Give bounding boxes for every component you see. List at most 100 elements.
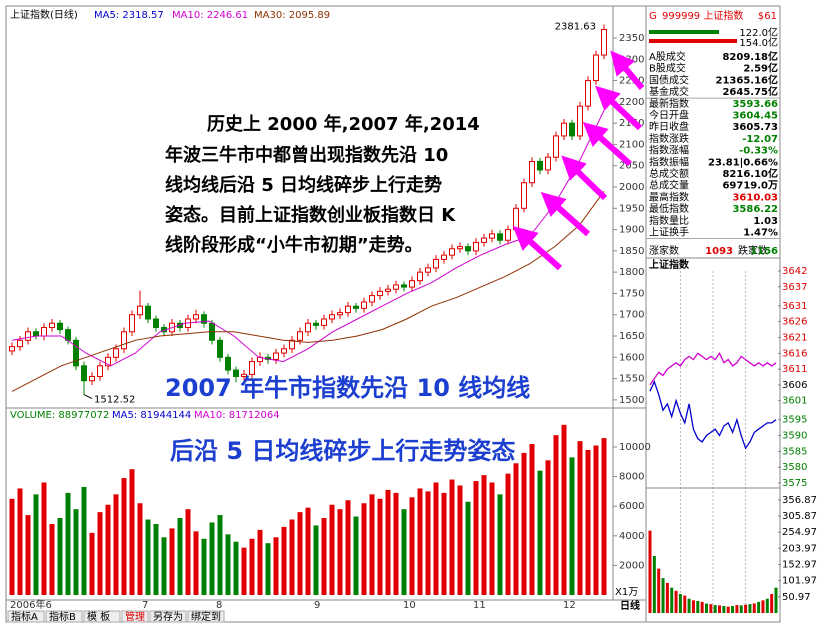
y-tick-label: 3631 [782, 301, 807, 312]
volume-bar [313, 525, 319, 595]
volume-bar [209, 522, 215, 595]
volume-bar [25, 515, 31, 595]
ma10-line [11, 110, 605, 367]
intraday-volume-bar [757, 601, 761, 613]
candle-body [553, 135, 559, 158]
y-tick-label: 50.97 [782, 592, 811, 603]
quote-value: 3604.45 [732, 111, 778, 122]
intraday-volume-bar [722, 606, 726, 613]
y-tick-label: 356.87 [782, 495, 817, 506]
candle-body [529, 160, 535, 184]
y-tick-label: 254.97 [782, 527, 817, 538]
candle-body [569, 122, 575, 137]
volume-bar [529, 444, 535, 595]
volume-bar [353, 516, 359, 595]
tab-label[interactable]: 管理 [125, 610, 145, 623]
price-line [649, 379, 777, 450]
candle-body [17, 339, 23, 348]
volume-bar [65, 492, 71, 595]
candle-body [89, 375, 95, 382]
candle-body [217, 339, 223, 358]
y-tick-label: 3621 [782, 332, 807, 343]
candle-body [25, 331, 31, 341]
volume-bar [153, 523, 159, 595]
volume-bar [161, 537, 167, 595]
candle-body [137, 305, 143, 316]
arrow [595, 85, 643, 131]
quote-value: 1.03 [753, 216, 778, 227]
ma10-label: MA10: 2246.61 [172, 10, 248, 21]
y-tick-label: 152.97 [782, 560, 817, 571]
volume-bar [521, 452, 527, 595]
volume-bar [601, 438, 607, 595]
quote-label: 指数涨幅 [649, 144, 689, 157]
candle-body [369, 295, 375, 303]
quote-value: 3593.66 [732, 99, 778, 110]
volume-bar [513, 463, 519, 595]
candle-body [489, 233, 495, 239]
annotation-line: 姿态。目前上证指数创业板指数日 K [165, 204, 456, 226]
volume-bar [481, 475, 487, 595]
tab[interactable] [121, 610, 149, 623]
y-tick-label: 3601 [782, 396, 807, 407]
candle-body [361, 301, 367, 309]
candle-body [577, 105, 583, 137]
intraday-title: 上证指数 [649, 258, 690, 271]
volume-bar [497, 494, 503, 595]
tab[interactable] [83, 610, 121, 623]
volume-bar [185, 509, 191, 595]
volume-bar [17, 488, 23, 595]
volume-bar [73, 509, 79, 595]
volume-bar [329, 504, 335, 595]
y-tick-label: 10000 [619, 442, 651, 453]
tab[interactable] [149, 610, 187, 623]
y-tick-label: 3642 [782, 266, 807, 277]
buy-bar [649, 30, 719, 34]
candle-body [297, 331, 303, 341]
tab-label[interactable]: 绑定到 [191, 610, 221, 623]
quote-value: 2645.75亿 [722, 85, 778, 98]
quote-value: 69719.0万 [722, 180, 778, 192]
candle-body [593, 54, 599, 82]
tab[interactable] [7, 610, 45, 623]
y-tick-label: 3611 [782, 364, 807, 375]
quote-label: 今日开盘 [649, 109, 689, 122]
tab[interactable] [187, 610, 225, 623]
arrow [540, 192, 590, 237]
tab-label[interactable]: 另存为 [153, 610, 183, 623]
blue-annotation: 2007 年牛市指数先沿 10 线均线 [165, 374, 530, 402]
candle-body [73, 339, 79, 367]
quote-label: 指数涨跌 [649, 132, 689, 145]
quote-value: -12.07 [742, 134, 778, 145]
intraday-volume-bar [691, 600, 695, 613]
quote-name: 999999 上证指数 [662, 9, 743, 22]
candle-body [57, 322, 63, 331]
candle-body [425, 267, 431, 273]
quote-label: 总成交额 [649, 167, 689, 180]
y-tick-label: 1900 [619, 225, 644, 236]
quote-label: 指数振幅 [649, 155, 689, 168]
volume-bar [505, 473, 511, 595]
volume-bar [105, 504, 111, 595]
tab[interactable] [45, 610, 83, 623]
candle-body [377, 290, 383, 297]
candle-body [289, 339, 295, 350]
intraday-volume-bar [761, 600, 765, 613]
tab-label[interactable]: 指标B [49, 610, 76, 623]
volume-bar [545, 460, 551, 595]
intraday-volume-bar [718, 605, 722, 613]
quote-label: 指数量比 [649, 214, 689, 227]
dec-count: 1156 [750, 246, 778, 257]
intraday-volume-bar [683, 595, 687, 613]
sell-amount: 154.0亿 [739, 36, 778, 49]
volume-bar [241, 547, 247, 595]
candle-body [273, 352, 279, 360]
quote-label: 最高指数 [649, 190, 689, 203]
sell-bar [649, 39, 737, 43]
buy-amount: 122.0亿 [739, 26, 778, 39]
tab-label[interactable]: 指标A [11, 610, 38, 623]
tab-label[interactable]: 模 板 [87, 610, 110, 623]
intraday-volume-bar [744, 604, 748, 613]
volume-bar [585, 449, 591, 595]
